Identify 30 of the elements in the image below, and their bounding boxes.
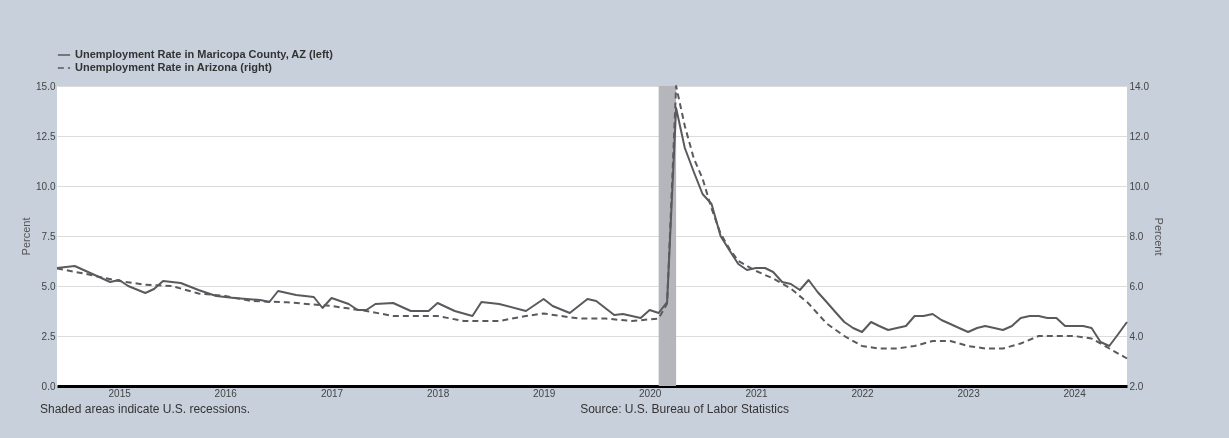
y-tick-label: 10.0 <box>36 180 56 192</box>
x-tick-label: 2023 <box>957 387 981 399</box>
y-tick-label: 2.5 <box>41 330 56 342</box>
text: Shaded areas indicate U.S. recessions. <box>40 402 251 416</box>
y-tick-label: 15.0 <box>36 80 56 92</box>
x-tick-label: 2020 <box>639 387 662 399</box>
x-tick-label: 2016 <box>214 387 238 399</box>
x-tick-label: 2022 <box>851 387 875 399</box>
x-tick-label: 2017 <box>320 387 344 399</box>
y-tick-label: 7.5 <box>41 230 56 242</box>
legend-label: Unemployment Rate in Maricopa County, AZ (left) <box>75 48 334 60</box>
x-tick-label: 2015 <box>108 387 132 399</box>
y2-tick-label: 12.0 <box>1129 130 1150 142</box>
x-tick-label: 2019 <box>533 387 556 399</box>
y2-tick-label: 4.0 <box>1129 330 1144 342</box>
y-tick-label: 5.0 <box>41 280 56 292</box>
x-tick-label: 2018 <box>426 387 450 399</box>
y-tick-label: 12.5 <box>36 130 56 142</box>
y2-tick-label: 8.0 <box>1129 230 1144 242</box>
y2-tick-label: 2.0 <box>1129 380 1144 392</box>
y2-tick-label: 6.0 <box>1129 280 1144 292</box>
x-tick-label: 2024 <box>1063 387 1087 399</box>
legend-label: Unemployment Rate in Arizona (right) <box>75 61 273 73</box>
y-axis-title: Percent <box>20 217 33 256</box>
y-tick-label: 0.0 <box>41 380 56 392</box>
x-tick-label: 2021 <box>745 387 769 399</box>
y2-tick-label: 14.0 <box>1129 80 1150 92</box>
y2-tick-label: 10.0 <box>1129 180 1150 192</box>
source-note: Source: U.S. Bureau of Labor Statistics <box>580 402 789 416</box>
y2-axis-title: Percent <box>1152 217 1165 256</box>
